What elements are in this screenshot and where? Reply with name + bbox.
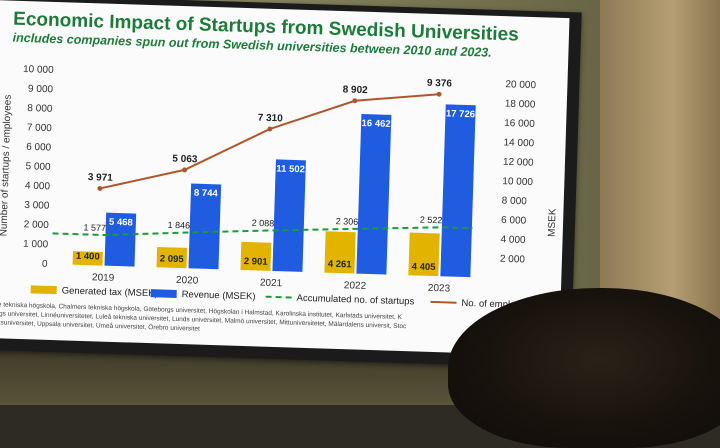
- tax-bar: [156, 246, 188, 269]
- left-axis-tick-label: 5 000: [25, 161, 51, 173]
- employees-point: [182, 167, 188, 173]
- revenue-bar-label: 8 744: [194, 188, 219, 200]
- audience-head-silhouette: [448, 288, 720, 448]
- legend-label-revenue: Revenue (MSEK): [181, 289, 256, 303]
- tax-bar-label: 2 901: [244, 256, 269, 268]
- legend-swatch-revenue: [150, 289, 177, 299]
- legend-item-revenue: Revenue (MSEK): [150, 288, 256, 303]
- right-axis-tick-label: 18 000: [505, 99, 536, 111]
- left-axis-tick-label: 4 000: [25, 181, 51, 193]
- left-axis-tick-label: 8 000: [27, 103, 53, 115]
- employees-label: 7 310: [258, 113, 284, 125]
- right-axis-title: MSEK: [547, 208, 559, 237]
- tax-bar: [408, 232, 440, 277]
- right-axis-tick-label: 16 000: [504, 118, 535, 130]
- revenue-bar-label: 17 726: [446, 108, 475, 120]
- revenue-bar: [104, 212, 137, 267]
- employees-label: 3 971: [88, 172, 114, 184]
- left-axis-title: Number of startups / employees: [0, 95, 14, 237]
- right-axis-tick-label: 4 000: [500, 234, 526, 246]
- x-axis-tick-label: 2021: [260, 278, 283, 290]
- right-axis-tick-label: 12 000: [503, 157, 534, 169]
- employees-label: 8 902: [342, 84, 368, 96]
- tax-bar-label: 4 405: [412, 261, 437, 273]
- left-axis-tick-label: 1 000: [23, 239, 49, 251]
- revenue-bar-label: 5 468: [109, 217, 133, 229]
- right-axis-tick-label: 2 000: [500, 254, 526, 266]
- right-axis-tick-label: 14 000: [503, 137, 534, 149]
- employees-label: 9 376: [427, 78, 453, 90]
- presentation-screen: Economic Impact of Startups from Swedish…: [0, 0, 582, 369]
- revenue-bar-label: 16 462: [361, 118, 390, 130]
- startups-label: 1 846: [167, 220, 190, 231]
- x-axis-tick-label: 2019: [92, 272, 115, 284]
- slide: Economic Impact of Startups from Swedish…: [0, 0, 570, 356]
- employees-point: [352, 98, 358, 104]
- startups-label: 2 306: [336, 216, 359, 227]
- tax-bar: [240, 241, 272, 271]
- left-axis-tick-label: 3 000: [24, 200, 50, 212]
- legend-label-tax: Generated tax (MSEK): [61, 285, 158, 300]
- left-axis-tick-label: 9 000: [28, 84, 54, 96]
- tax-bar: [324, 231, 356, 274]
- left-axis-tick-label: 6 000: [26, 142, 52, 154]
- left-axis-tick-label: 2 000: [24, 219, 50, 231]
- employees-point: [267, 126, 273, 132]
- employees-point: [97, 185, 103, 191]
- startups-label: 1 577: [83, 222, 106, 233]
- tax-bar-label: 1 400: [76, 251, 100, 263]
- left-axis-tick-label: 0: [42, 259, 48, 270]
- legend-swatch-tax: [30, 285, 57, 295]
- legend-swatch-startups: [265, 296, 292, 300]
- combo-chart: 0 1 000 2 000 3 000 4 000 5 000 6 000 7 000 8 00…: [0, 64, 559, 295]
- left-axis-tick-label: 7 000: [27, 122, 53, 134]
- startups-line: [52, 226, 473, 237]
- right-axis-tick-label: 6 000: [501, 215, 527, 227]
- right-axis-tick-label: 10 000: [502, 176, 533, 188]
- right-axis-tick-label: 8 000: [502, 196, 528, 208]
- startups-label: 2 522: [420, 215, 443, 226]
- revenue-bar: [440, 104, 476, 278]
- x-axis-tick-label: 2022: [344, 280, 367, 292]
- right-axis-tick-label: 20 000: [505, 79, 536, 91]
- tax-bar-label: 4 261: [328, 259, 353, 271]
- left-axis-tick-label: 10 000: [23, 64, 54, 76]
- legend-swatch-employees: [430, 301, 457, 305]
- revenue-bar: [188, 183, 222, 270]
- startups-label: 2 088: [252, 218, 275, 229]
- x-axis-tick-label: 2023: [428, 283, 451, 295]
- revenue-bar: [272, 159, 306, 272]
- x-axis-tick-label: 2020: [176, 275, 199, 287]
- employees-point: [436, 91, 442, 97]
- employees-label: 5 063: [172, 154, 198, 166]
- tax-bar: [72, 251, 103, 266]
- revenue-bar: [356, 113, 392, 275]
- revenue-bar-label: 11 502: [276, 163, 305, 175]
- tax-bar-label: 2 095: [160, 253, 185, 265]
- legend-label-startups: Accumulated no. of startups: [296, 292, 415, 308]
